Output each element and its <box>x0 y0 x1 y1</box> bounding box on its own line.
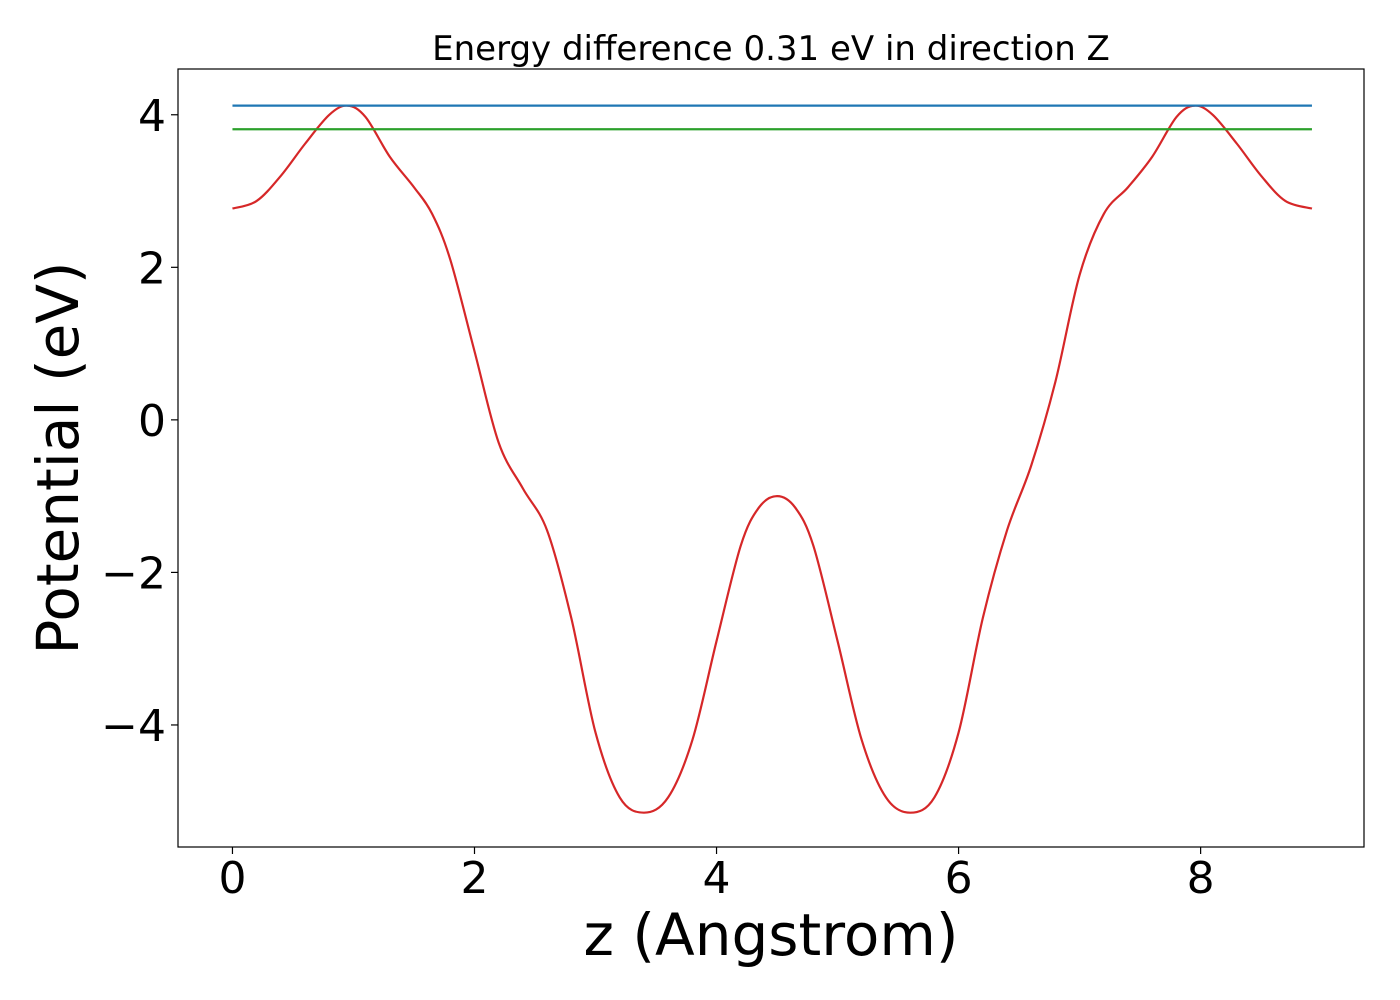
chart-title: Energy difference 0.31 eV in direction Z <box>432 29 1110 69</box>
y-tick-label: −2 <box>101 548 166 599</box>
x-tick-label: 0 <box>218 853 246 904</box>
y-tick-label: 0 <box>138 396 166 447</box>
x-tick-label: 8 <box>1187 853 1215 904</box>
y-tick-label: 4 <box>138 91 166 142</box>
y-axis: −4 −2 0 2 4 <box>101 91 178 752</box>
y-tick-label: −4 <box>101 701 166 752</box>
x-tick-label: 4 <box>703 853 731 904</box>
x-axis: 0 2 4 6 8 <box>218 847 1215 904</box>
y-tick-label: 2 <box>138 243 166 294</box>
x-axis-title: z (Angstrom) <box>584 901 959 969</box>
x-tick-label: 6 <box>945 853 973 904</box>
series-layer <box>232 104 1313 814</box>
series-line-0 <box>232 104 1313 814</box>
y-axis-title: Potential (eV) <box>24 261 92 654</box>
x-tick-label: 2 <box>461 853 489 904</box>
plot-frame <box>177 68 1365 848</box>
